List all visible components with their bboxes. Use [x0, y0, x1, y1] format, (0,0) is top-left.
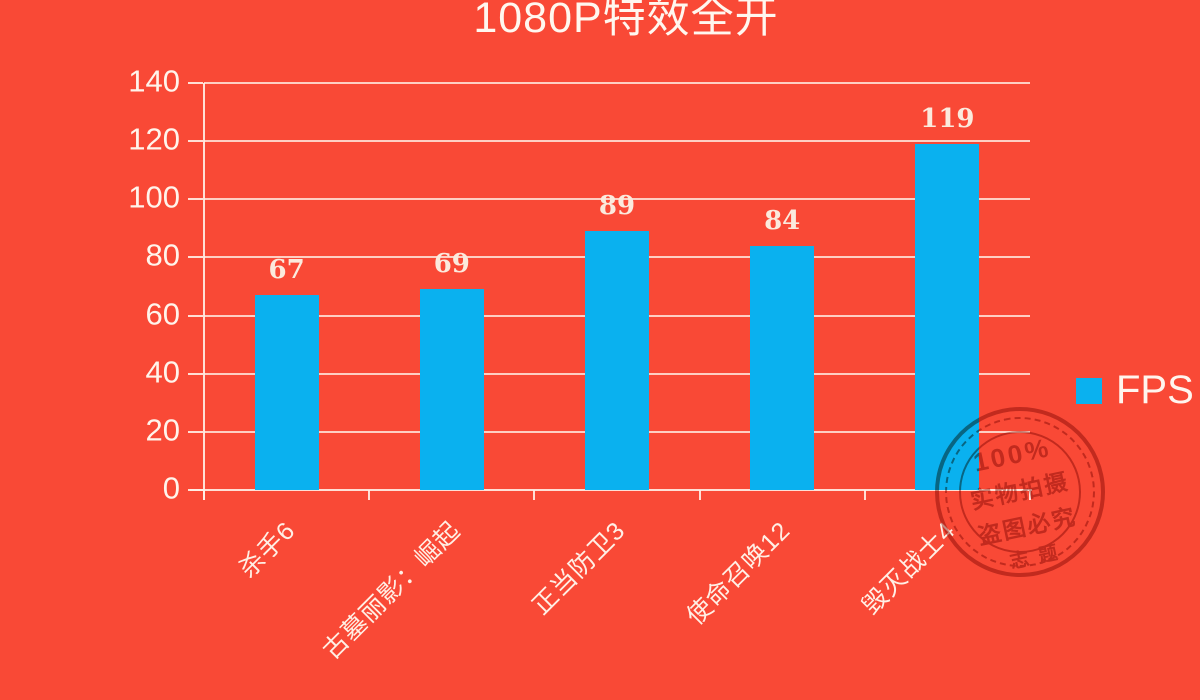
gridline-y-100	[204, 198, 1030, 201]
bar-杀手6	[254, 295, 319, 490]
bar-古墓丽影：崛起	[419, 289, 484, 490]
x-label-text: 毁灭战士4	[857, 516, 962, 621]
x-tick-0	[203, 490, 205, 500]
y-tick-label-20: 20	[145, 412, 180, 448]
y-tick-80	[188, 256, 203, 259]
y-tick-60	[188, 314, 203, 317]
x-label-text: 杀手6	[233, 516, 301, 584]
y-tick-label-0: 0	[162, 470, 180, 506]
y-tick-20	[188, 430, 203, 433]
x-label-text: 正当防卫3	[527, 516, 632, 621]
x-label-text: 使命召唤12	[681, 516, 797, 631]
legend-swatch-fps	[1076, 377, 1102, 404]
bar-使命召唤12	[750, 245, 815, 490]
x-tick-4	[863, 490, 866, 500]
y-tick-40	[188, 372, 203, 375]
y-tick-label-80: 80	[145, 237, 180, 273]
chart-title: 1080P特效全开	[473, 0, 779, 42]
y-axis-line	[203, 83, 205, 500]
bar-value-古墓丽影：崛起: 69	[433, 249, 470, 280]
y-tick-0	[188, 489, 203, 491]
y-tick-label-60: 60	[145, 296, 180, 332]
x-label-text: 古墓丽影：崛起	[317, 516, 466, 665]
bar-value-正当防卫3: 89	[598, 191, 636, 222]
y-tick-100	[188, 198, 203, 201]
gridline-y-140	[204, 82, 1030, 84]
x-tick-1	[368, 490, 371, 500]
x-axis-line	[190, 489, 1032, 491]
y-tick-label-140: 140	[128, 63, 180, 99]
x-tick-5	[1029, 490, 1031, 500]
x-tick-3	[698, 490, 701, 500]
legend-label-fps: FPS	[1116, 368, 1194, 412]
bar-value-使命召唤12: 84	[764, 205, 801, 236]
bar-正当防卫3	[585, 231, 649, 490]
y-tick-label-100: 100	[128, 179, 180, 215]
y-tick-140	[188, 82, 203, 84]
x-tick-2	[533, 490, 536, 500]
y-tick-120	[188, 140, 203, 143]
bar-value-毁灭战士4: 119	[920, 104, 975, 135]
bar-value-杀手6: 67	[268, 255, 305, 286]
legend: FPS	[1076, 368, 1194, 413]
y-tick-label-40: 40	[145, 354, 180, 390]
bar-毁灭战士4	[915, 144, 980, 490]
gridline-y-120	[204, 140, 1030, 143]
y-tick-label-120: 120	[128, 121, 180, 157]
